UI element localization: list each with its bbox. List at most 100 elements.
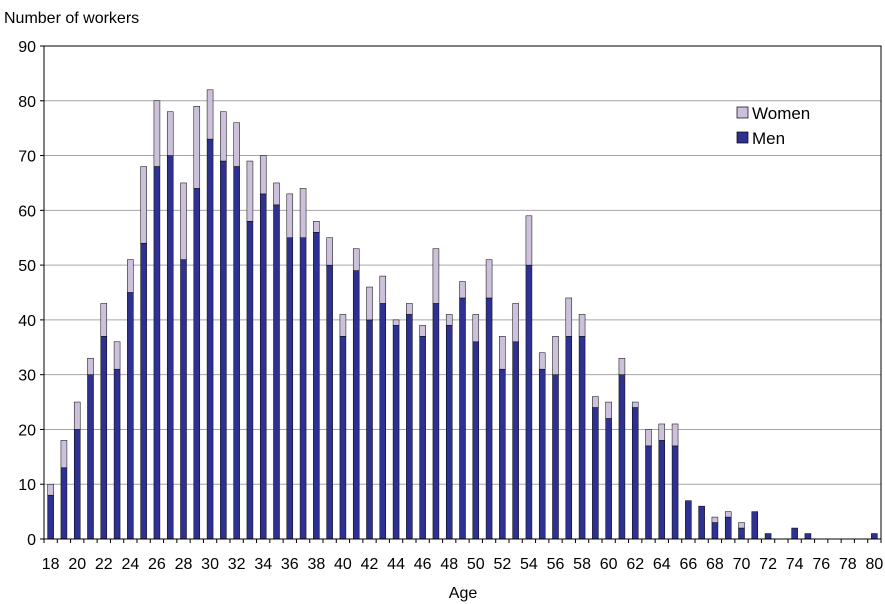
y-tick-label: 0 — [27, 532, 36, 549]
bar-women — [73, 401, 81, 430]
bar-men — [605, 418, 612, 540]
y-tick-label: 90 — [18, 39, 36, 56]
bar-women — [379, 275, 387, 304]
bar-men — [326, 264, 333, 540]
bar-women — [127, 259, 134, 293]
bars — [47, 89, 878, 540]
x-tick-label: 46 — [414, 556, 432, 573]
bar-women — [671, 423, 679, 447]
bar-women — [259, 155, 267, 195]
legend-swatch-men — [736, 131, 749, 144]
bar-women — [220, 111, 227, 162]
bar-women — [445, 314, 453, 326]
bar-women — [193, 106, 201, 189]
bar-women — [273, 182, 280, 206]
x-tick-label: 44 — [387, 556, 405, 573]
bar-men — [711, 522, 719, 540]
x-tick-label: 66 — [679, 556, 697, 573]
x-tick-label: 24 — [121, 556, 139, 573]
bar-women — [459, 281, 466, 299]
bar-women — [538, 352, 546, 370]
x-tick-label: 26 — [148, 556, 166, 573]
bar-men — [645, 445, 652, 540]
x-tick-label: 30 — [201, 556, 219, 573]
bar-men — [485, 297, 493, 540]
bar-men — [578, 336, 586, 540]
bar-men — [127, 292, 134, 540]
legend-label-men: Men — [752, 129, 785, 148]
bar-men — [724, 516, 732, 540]
bar-women — [100, 303, 108, 337]
bar-men — [592, 407, 599, 540]
bar-men — [140, 242, 147, 540]
x-tick-label: 62 — [626, 556, 644, 573]
x-tick-label: 40 — [334, 556, 352, 573]
bar-men — [499, 368, 506, 540]
bar-men — [100, 336, 108, 540]
bar-women — [326, 237, 333, 266]
bar-men — [246, 221, 254, 540]
bar-women — [87, 357, 94, 375]
y-tick-label: 70 — [18, 149, 36, 166]
bar-women — [565, 297, 573, 337]
bar-women — [738, 522, 745, 529]
x-tick-label: 80 — [865, 556, 883, 573]
bar-women — [246, 160, 254, 222]
bar-men — [273, 204, 280, 540]
x-tick-label: 70 — [733, 556, 751, 573]
bar-men — [206, 138, 214, 540]
bar-women — [645, 429, 652, 447]
bar-men — [631, 407, 639, 540]
x-tick-label: 60 — [600, 556, 618, 573]
bar-men — [259, 193, 267, 540]
bar-women — [286, 193, 294, 238]
bar-men — [512, 341, 519, 540]
bar-men — [538, 368, 546, 540]
bar-men — [791, 527, 798, 540]
bar-men — [60, 467, 68, 540]
y-tick-label: 60 — [18, 203, 36, 220]
bar-women — [392, 319, 400, 326]
bar-men — [472, 341, 480, 540]
bar-women — [605, 401, 612, 419]
x-tick-label: 58 — [573, 556, 591, 573]
bar-women — [339, 314, 347, 337]
bar-women — [525, 215, 533, 266]
y-axis-title: Number of workers — [4, 10, 139, 27]
x-tick-label: 20 — [68, 556, 86, 573]
bar-men — [220, 160, 227, 540]
bar-men — [313, 231, 320, 540]
bar-men — [432, 303, 440, 540]
bar-men — [299, 237, 307, 540]
bar-women — [711, 516, 719, 523]
bar-women — [299, 188, 307, 238]
bar-men — [366, 319, 373, 540]
bar-men — [406, 314, 413, 540]
x-tick-label: 34 — [254, 556, 272, 573]
bar-men — [764, 533, 772, 540]
bar-women — [592, 396, 599, 408]
bar-women — [658, 423, 666, 441]
bar-women — [631, 401, 639, 408]
bar-men — [552, 374, 559, 540]
legend: Women Men — [736, 104, 810, 148]
bar-men — [73, 429, 81, 540]
bar-women — [352, 248, 360, 271]
x-tick-label: 28 — [175, 556, 193, 573]
bar-men — [180, 259, 187, 540]
x-tick-label: 50 — [467, 556, 485, 573]
x-tick-label: 36 — [281, 556, 299, 573]
x-axis-title: Age — [449, 585, 478, 602]
bar-women — [552, 336, 559, 375]
bar-men — [286, 237, 294, 540]
bar-men — [166, 155, 174, 540]
bar-women — [406, 303, 413, 315]
bar-men — [685, 500, 692, 540]
x-tick-label: 68 — [706, 556, 724, 573]
bar-men — [379, 303, 387, 540]
bar-men — [113, 368, 121, 540]
bar-women — [578, 314, 586, 337]
bar-men — [153, 166, 161, 540]
x-axis-ticks: 18 20 22 24 26 28 30 32 34 36 38 40 42 44 46 48 50 52 54 56… — [42, 539, 883, 573]
bar-women — [512, 303, 519, 343]
